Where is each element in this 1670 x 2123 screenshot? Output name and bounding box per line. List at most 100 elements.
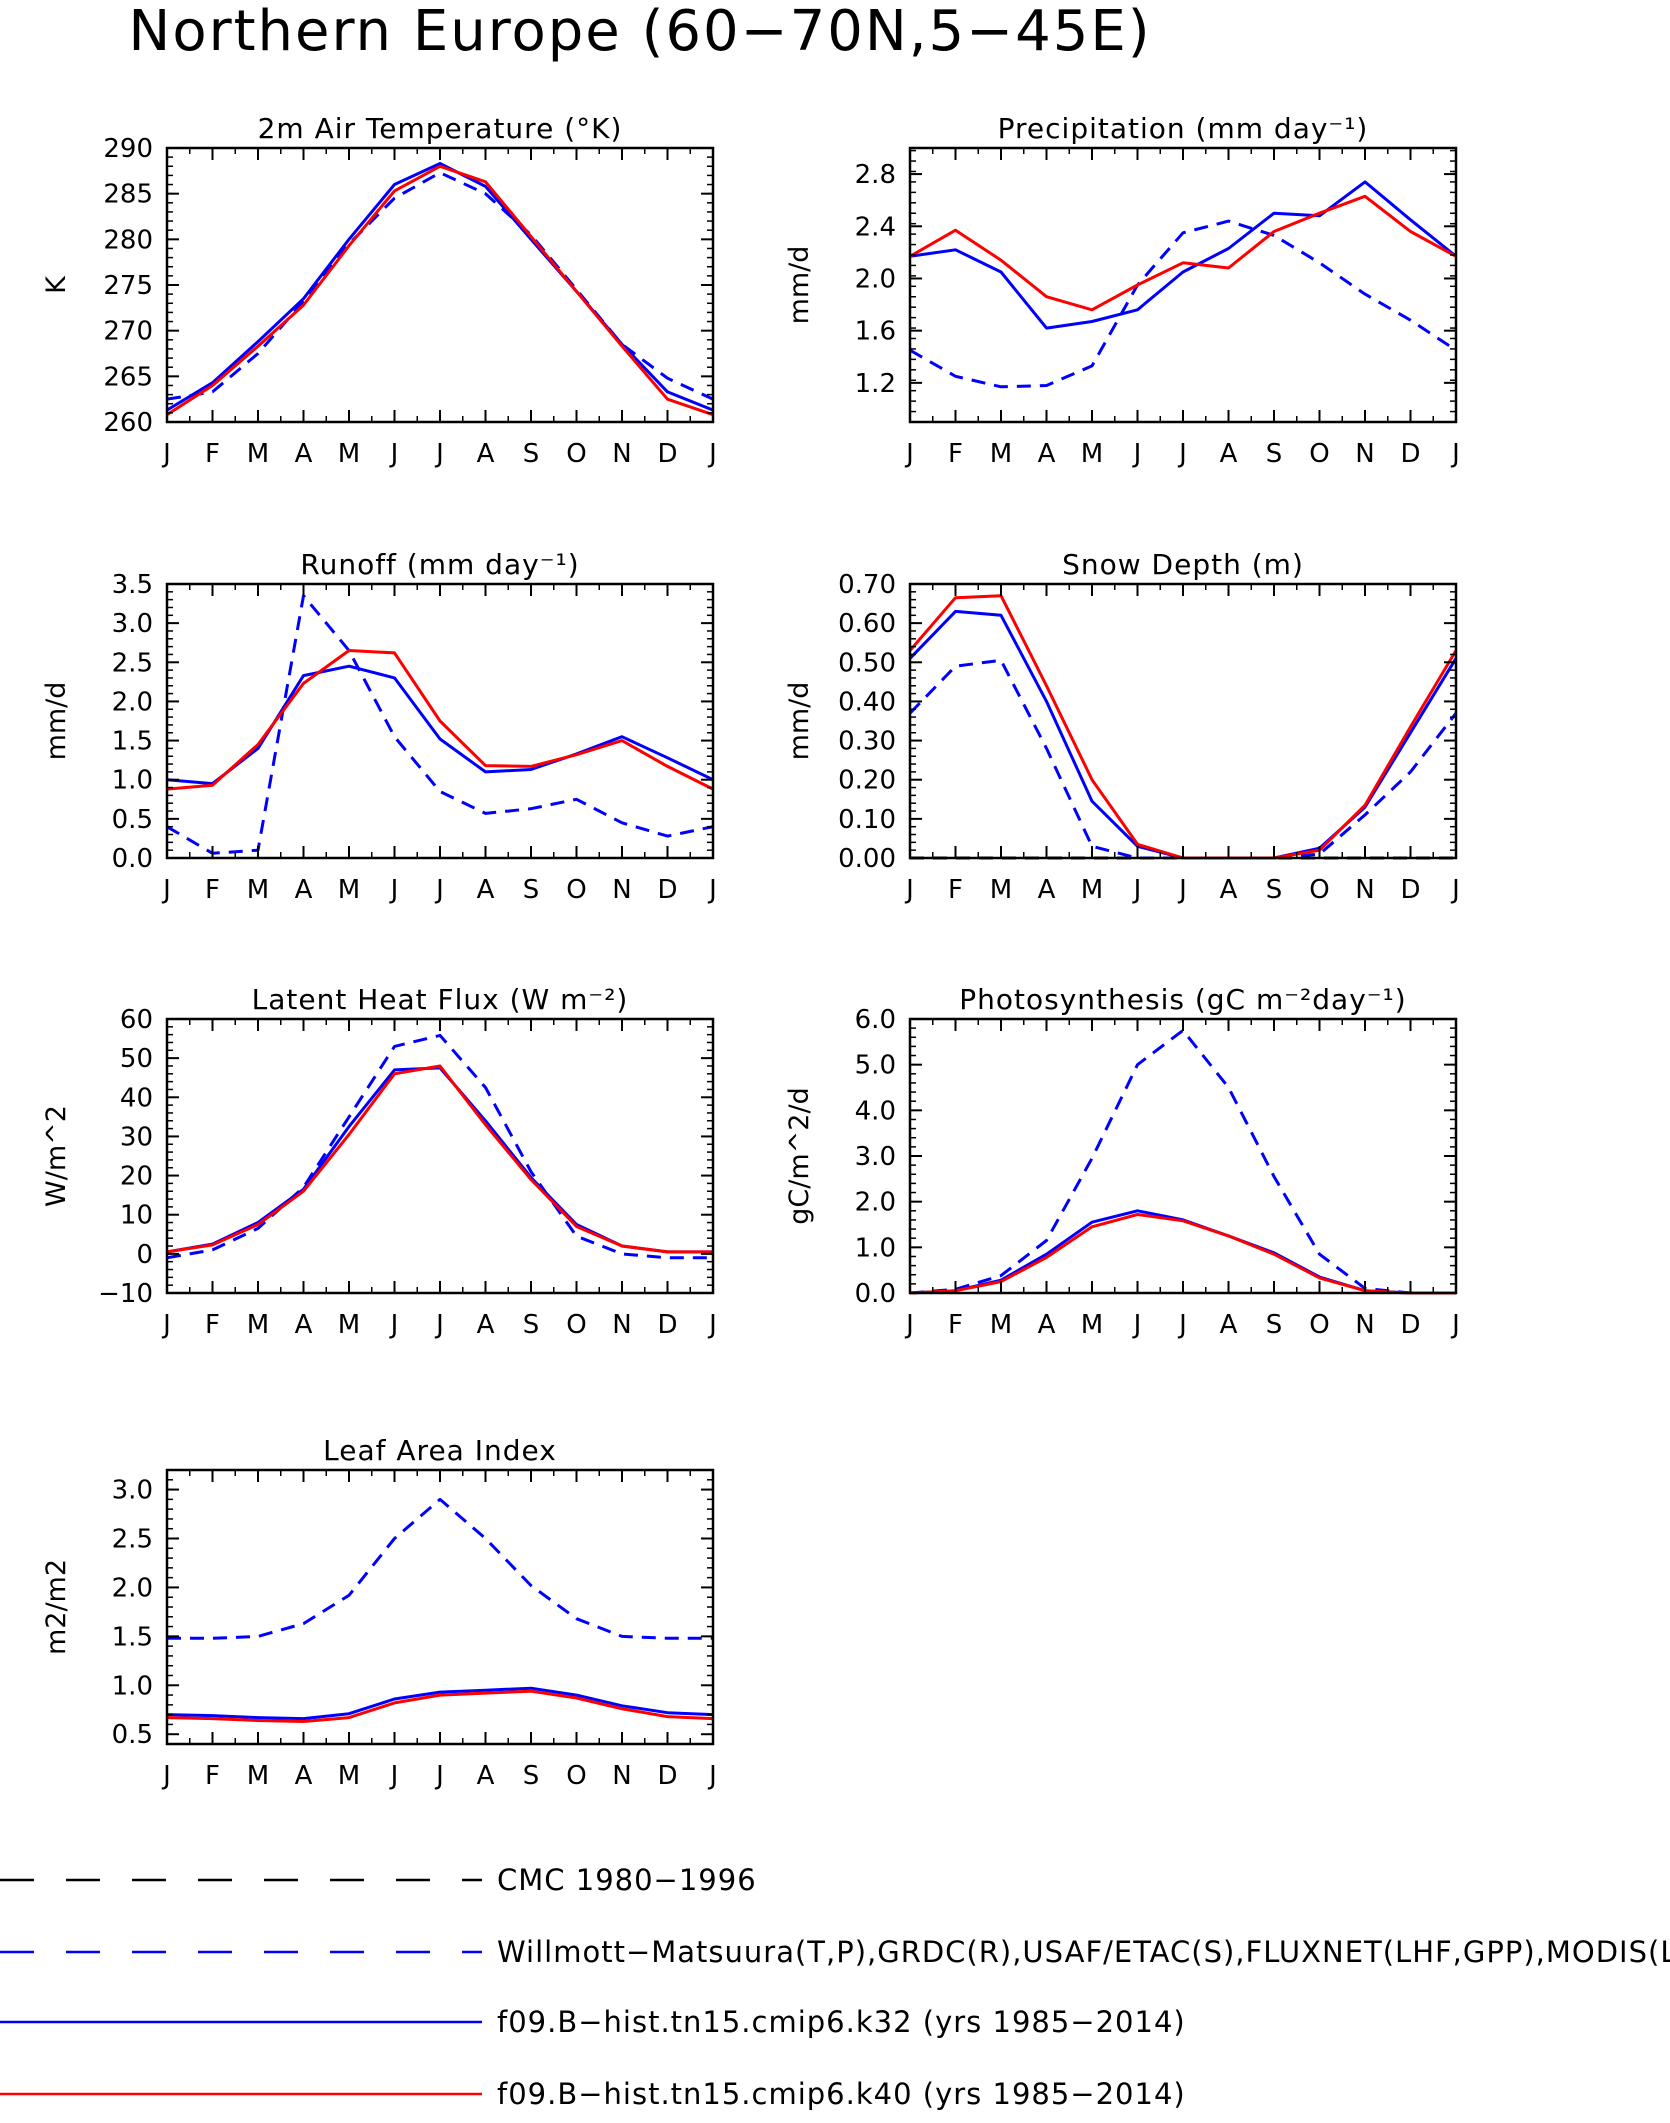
y-tick-label: 4.0	[855, 1096, 896, 1126]
x-tick-label: A	[295, 875, 313, 905]
y-tick-label: 0.0	[112, 844, 153, 874]
x-tick-label: F	[205, 1310, 220, 1340]
x-tick-label: S	[1266, 439, 1283, 469]
x-tick-label: A	[1038, 875, 1056, 905]
series-line-obs	[167, 594, 713, 855]
x-tick-label: D	[657, 439, 677, 469]
series-line-obs	[167, 1033, 713, 1260]
x-tick-label: J	[707, 1761, 717, 1791]
y-tick-label: 285	[103, 180, 153, 210]
series-line-k40	[167, 164, 713, 417]
plot-frame	[908, 1017, 1458, 1295]
plot-frame	[165, 146, 715, 424]
series-line-k32	[167, 1066, 713, 1254]
y-tick-label: 3.5	[112, 570, 153, 600]
x-tick-label: F	[948, 875, 963, 905]
y-tick-label: 20	[120, 1162, 153, 1192]
y-tick-label: 3.0	[112, 609, 153, 639]
x-tick-label: O	[566, 1761, 586, 1791]
x-tick-label: J	[1132, 1310, 1142, 1340]
series-line-k40	[910, 594, 1456, 860]
panel-gpp: J F M A M J J A S O N D J0.01.02.03.04.05.06.0Photos…	[784, 983, 1460, 1340]
y-tick-label: 2.0	[112, 1573, 153, 1603]
x-tick-label: J	[1450, 875, 1460, 905]
x-tick-label: J	[434, 439, 444, 469]
series-group	[910, 180, 1456, 389]
y-tick-label: −10	[98, 1279, 153, 1309]
x-tick-label: D	[657, 875, 677, 905]
panel-title: 2m Air Temperature (°K)	[258, 112, 623, 145]
x-tick-label: A	[295, 1310, 313, 1340]
x-tick-label: N	[612, 875, 631, 905]
panel-precip: J F M A M J J A S O N D J1.21.62.02.42.8Precipitatio…	[784, 112, 1460, 469]
x-tick-label: J	[161, 439, 171, 469]
plot-frame	[908, 582, 1458, 860]
x-tick-label: D	[1400, 439, 1420, 469]
panel-title: Photosynthesis (gC m⁻²day⁻¹)	[959, 983, 1406, 1016]
x-tick-label: M	[338, 1310, 360, 1340]
x-tick-label: J	[707, 1310, 717, 1340]
y-tick-label: 0.0	[855, 1279, 896, 1309]
x-tick-label: S	[1266, 875, 1283, 905]
y-tick-label: 0.40	[838, 687, 896, 717]
series-group	[167, 1033, 713, 1260]
x-tick-label: M	[247, 1761, 269, 1791]
y-tick-label: 1.0	[855, 1233, 896, 1263]
x-tick-label: J	[707, 875, 717, 905]
series-line-k32	[910, 1209, 1456, 1295]
x-tick-label: J	[389, 439, 399, 469]
x-tick-label: M	[1081, 1310, 1103, 1340]
y-tick-label: 2.5	[112, 648, 153, 678]
x-tick-label: S	[523, 1761, 540, 1791]
x-tick-label: D	[1400, 1310, 1420, 1340]
series-group	[910, 594, 1456, 860]
y-tick-label: 0.10	[838, 805, 896, 835]
x-tick-label: O	[566, 1310, 586, 1340]
y-tick-label: 1.6	[855, 317, 896, 347]
legend-label-k32: f09.B−hist.tn15.cmip6.k32 (yrs 1985−2014…	[497, 2005, 1186, 2039]
x-tick-label: J	[1450, 1310, 1460, 1340]
x-tick-label: O	[1309, 875, 1329, 905]
y-tick-label: 2.0	[112, 687, 153, 717]
y-tick-label: 2.8	[855, 160, 896, 190]
y-tick-label: 2.0	[855, 264, 896, 294]
series-line-k32	[167, 664, 713, 786]
panel-title: Precipitation (mm day⁻¹)	[998, 112, 1369, 145]
y-tick-label: 2.5	[112, 1525, 153, 1555]
y-tick-label: 10	[120, 1201, 153, 1231]
x-tick-label: A	[477, 1761, 495, 1791]
x-tick-label: J	[161, 875, 171, 905]
x-tick-label: A	[1220, 875, 1238, 905]
series-line-k32	[910, 609, 1456, 860]
series-group	[167, 594, 713, 855]
x-tick-label: M	[990, 439, 1012, 469]
series-line-k32	[167, 1686, 713, 1721]
x-tick-label: J	[161, 1310, 171, 1340]
y-tick-label: 265	[103, 362, 153, 392]
legend: CMC 1980−1996 Willmott−Matsuura(T,P),GRDC…	[0, 1863, 1670, 2111]
series-line-obs	[910, 658, 1456, 860]
x-tick-label: S	[523, 439, 540, 469]
x-tick-label: J	[389, 1761, 399, 1791]
x-tick-label: J	[904, 875, 914, 905]
x-tick-label: N	[1355, 1310, 1374, 1340]
x-tick-label: M	[990, 875, 1012, 905]
series-line-obs	[167, 171, 713, 401]
x-tick-label: N	[1355, 439, 1374, 469]
plot-frame	[165, 1468, 715, 1746]
x-tick-label: O	[1309, 1310, 1329, 1340]
panel-title: Snow Depth (m)	[1062, 548, 1304, 581]
x-tick-label: M	[1081, 439, 1103, 469]
x-tick-label: J	[1450, 439, 1460, 469]
series-group	[167, 1497, 713, 1723]
x-tick-label: F	[205, 439, 220, 469]
x-tick-label: M	[338, 875, 360, 905]
series-line-k40	[167, 1064, 713, 1254]
y-tick-label: 0.70	[838, 570, 896, 600]
x-tick-label: M	[338, 1761, 360, 1791]
x-tick-label: M	[247, 1310, 269, 1340]
